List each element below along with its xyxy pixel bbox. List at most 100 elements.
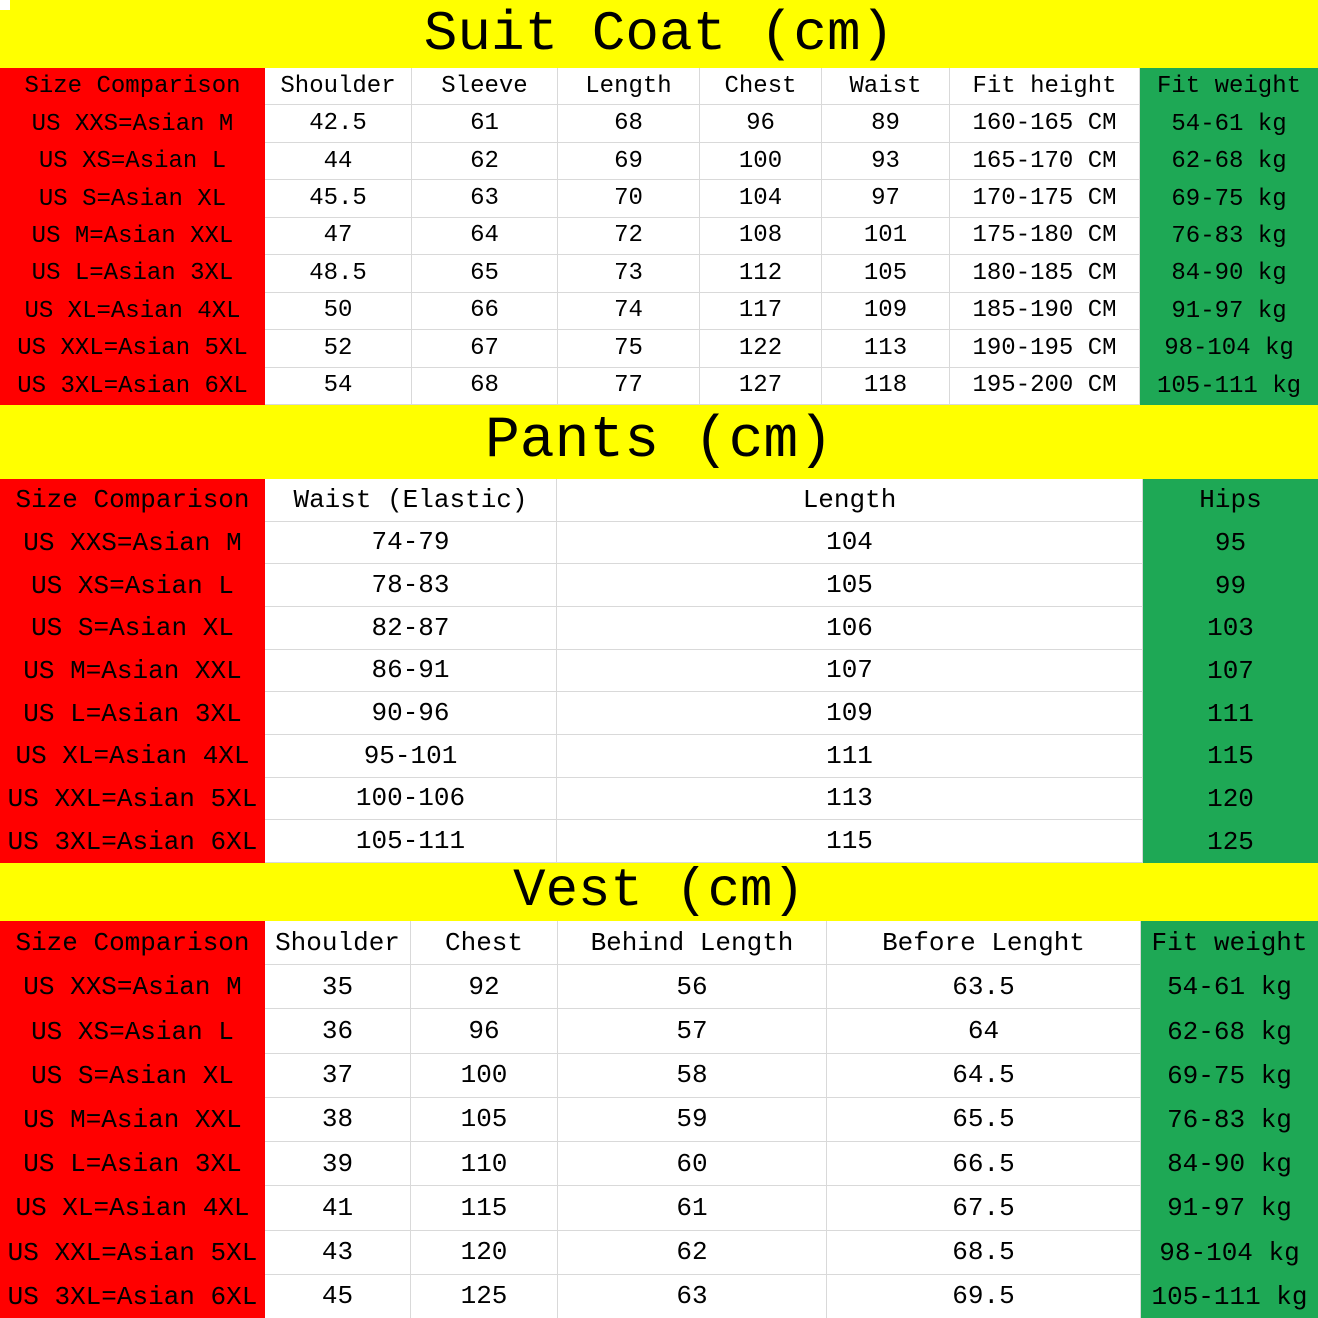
data-cell: 160-165 CM <box>950 105 1140 143</box>
last-cell: 76-83 kg <box>1140 217 1318 256</box>
size-cell: US L=Asian 3XL <box>0 1142 265 1187</box>
last-column-header: Fit weight <box>1141 921 1318 966</box>
size-comparison-header: Size Comparison <box>0 68 265 106</box>
column-header: Chest <box>700 68 822 106</box>
last-cell: 99 <box>1143 564 1318 607</box>
data-cell: 37 <box>265 1053 411 1098</box>
column-header: Sleeve <box>412 68 558 106</box>
pants-table: Size Comparison Waist (Elastic) Length Hips… <box>0 479 1318 863</box>
last-cell: 105-111 kg <box>1141 1274 1318 1318</box>
last-cell: 69-75 kg <box>1141 1053 1318 1098</box>
data-cell: 105-111 <box>265 820 557 863</box>
data-cell: 65.5 <box>827 1097 1141 1143</box>
vest-table: Size Comparison Shoulder Chest Behind Lengt… <box>0 921 1318 1318</box>
data-cell: 47 <box>265 217 412 256</box>
data-cell: 66.5 <box>827 1142 1141 1187</box>
last-cell: 103 <box>1143 607 1318 650</box>
data-cell: 105 <box>411 1097 558 1143</box>
data-cell: 82-87 <box>265 607 557 650</box>
data-cell: 107 <box>557 649 1143 693</box>
last-column-header: Fit weight <box>1140 68 1318 106</box>
data-cell: 56 <box>558 965 827 1010</box>
data-cell: 100-106 <box>265 777 557 821</box>
data-cell: 105 <box>822 255 950 293</box>
size-cell: US XXL=Asian 5XL <box>0 330 265 368</box>
data-cell: 43 <box>265 1230 411 1275</box>
data-cell: 41 <box>265 1186 411 1231</box>
data-cell: 104 <box>700 180 822 218</box>
data-cell: 165-170 CM <box>950 142 1140 181</box>
data-cell: 38 <box>265 1097 411 1143</box>
data-cell: 64 <box>827 1009 1141 1054</box>
size-cell: US XL=Asian 4XL <box>0 735 265 778</box>
data-cell: 42.5 <box>265 105 412 143</box>
data-cell: 113 <box>822 330 950 368</box>
data-cell: 62 <box>412 142 558 181</box>
suit-coat-title-text: Suit Coat (cm) <box>423 2 895 66</box>
data-cell: 45.5 <box>265 180 412 218</box>
last-cell: 111 <box>1143 692 1318 735</box>
size-cell: US S=Asian XL <box>0 607 265 650</box>
data-cell: 195-200 CM <box>950 367 1140 405</box>
last-cell: 62-68 kg <box>1141 1009 1318 1054</box>
size-cell: US XS=Asian L <box>0 564 265 607</box>
data-cell: 74 <box>558 292 700 331</box>
data-cell: 60 <box>558 1142 827 1187</box>
data-cell: 69.5 <box>827 1274 1141 1318</box>
vest-title-text: Vest (cm) <box>513 861 805 922</box>
size-cell: US XXL=Asian 5XL <box>0 1230 265 1275</box>
size-cell: US L=Asian 3XL <box>0 692 265 735</box>
data-cell: 180-185 CM <box>950 255 1140 293</box>
data-cell: 101 <box>822 217 950 256</box>
size-cell: US S=Asian XL <box>0 180 265 218</box>
last-cell: 84-90 kg <box>1140 255 1318 293</box>
data-cell: 110 <box>411 1142 558 1187</box>
data-cell: 117 <box>700 292 822 331</box>
data-cell: 105 <box>557 564 1143 607</box>
data-cell: 86-91 <box>265 649 557 693</box>
last-cell: 125 <box>1143 820 1318 863</box>
last-cell: 91-97 kg <box>1140 292 1318 331</box>
data-cell: 89 <box>822 105 950 143</box>
data-cell: 58 <box>558 1053 827 1098</box>
size-comparison-header: Size Comparison <box>0 479 265 522</box>
data-cell: 100 <box>411 1053 558 1098</box>
size-cell: US M=Asian XXL <box>0 217 265 256</box>
data-cell: 95-101 <box>265 735 557 778</box>
column-header: Waist (Elastic) <box>265 479 557 522</box>
last-cell: 98-104 kg <box>1141 1230 1318 1275</box>
data-cell: 59 <box>558 1097 827 1143</box>
pants-title-text: Pants (cm) <box>484 409 834 474</box>
vest-title: Vest (cm) <box>0 863 1318 921</box>
column-header: Shoulder <box>265 68 412 106</box>
data-cell: 111 <box>557 735 1143 778</box>
data-cell: 100 <box>700 142 822 181</box>
data-cell: 127 <box>700 367 822 405</box>
data-cell: 118 <box>822 367 950 405</box>
column-header: Length <box>558 68 700 106</box>
size-comparison-header: Size Comparison <box>0 921 265 966</box>
last-cell: 107 <box>1143 649 1318 693</box>
data-cell: 62 <box>558 1230 827 1275</box>
data-cell: 90-96 <box>265 692 557 735</box>
data-cell: 45 <box>265 1274 411 1318</box>
data-cell: 113 <box>557 777 1143 821</box>
size-cell: US XXS=Asian M <box>0 105 265 143</box>
size-cell: US XS=Asian L <box>0 142 265 181</box>
corner-notch <box>0 0 10 10</box>
size-cell: US 3XL=Asian 6XL <box>0 820 265 863</box>
column-header: Length <box>557 479 1143 522</box>
data-cell: 112 <box>700 255 822 293</box>
column-header: Before Lenght <box>827 921 1141 966</box>
size-cell: US L=Asian 3XL <box>0 255 265 293</box>
column-header: Fit height <box>950 68 1140 106</box>
data-cell: 93 <box>822 142 950 181</box>
data-cell: 170-175 CM <box>950 180 1140 218</box>
last-cell: 62-68 kg <box>1140 142 1318 181</box>
column-header: Waist <box>822 68 950 106</box>
last-cell: 69-75 kg <box>1140 180 1318 218</box>
size-cell: US XXS=Asian M <box>0 965 265 1010</box>
data-cell: 61 <box>558 1186 827 1231</box>
size-cell: US 3XL=Asian 6XL <box>0 367 265 405</box>
